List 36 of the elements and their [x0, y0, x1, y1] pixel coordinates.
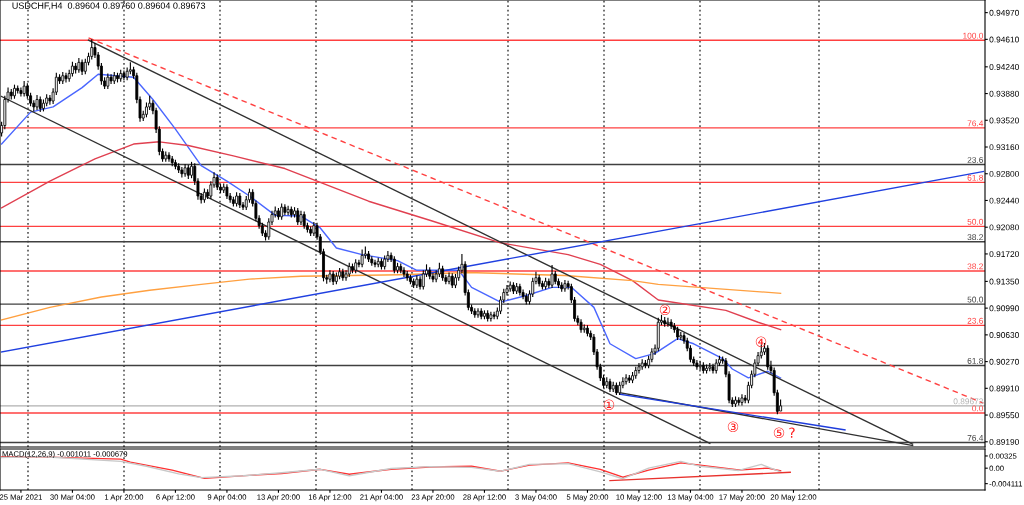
- y-tick-label: 0.93520: [989, 117, 1019, 124]
- annotation: 50.0: [967, 218, 984, 225]
- y-tick-label: 0.91350: [989, 278, 1019, 285]
- annotation: 76.4: [967, 434, 984, 441]
- annotation: ⑤: [773, 427, 785, 438]
- annotation: 50.0: [967, 296, 984, 303]
- annotation: 38.2: [967, 263, 983, 270]
- y-tick-label: 0.93160: [989, 144, 1019, 151]
- y-tick-label: 0.92440: [989, 197, 1019, 204]
- annotation: 61.8: [967, 174, 984, 181]
- annotation: 23.6: [967, 317, 984, 324]
- y-tick-label: 0.93880: [989, 90, 1019, 97]
- annotation: ③: [727, 421, 739, 432]
- y-tick-label: 0.94970: [989, 9, 1019, 16]
- annotation: ④: [755, 336, 767, 347]
- y-tick-label: 0.90270: [989, 358, 1019, 365]
- y-tick-label: 0.94240: [989, 64, 1019, 70]
- y-tick-label: 0.90990: [989, 305, 1019, 312]
- y-tick-label: 0.89550: [989, 412, 1019, 419]
- y-tick-label: 0.89190: [989, 438, 1019, 445]
- annotation: 38.2: [967, 234, 983, 241]
- annotation: ②: [659, 304, 671, 315]
- annotation: 61.8: [967, 357, 984, 364]
- y-tick-label: 0.91720: [989, 251, 1019, 258]
- annotation: 100.0: [963, 32, 984, 39]
- chart-title: USDCHF,H4 0.89604 0.89760 0.89604 0.89673: [12, 2, 206, 10]
- annotation: ①: [603, 399, 615, 410]
- annotation: 23.6: [967, 156, 984, 163]
- annotation: 0.0: [972, 405, 984, 412]
- annotation: 76.4: [967, 120, 984, 127]
- y-tick-label: 0.94610: [989, 36, 1019, 43]
- y-tick-label: 0.89910: [989, 385, 1019, 392]
- annotation: ?: [789, 427, 795, 438]
- y-tick-label: 0.92080: [989, 224, 1019, 231]
- y-tick-label: 0.92800: [989, 170, 1019, 177]
- y-tick-label: 0.90630: [989, 332, 1019, 338]
